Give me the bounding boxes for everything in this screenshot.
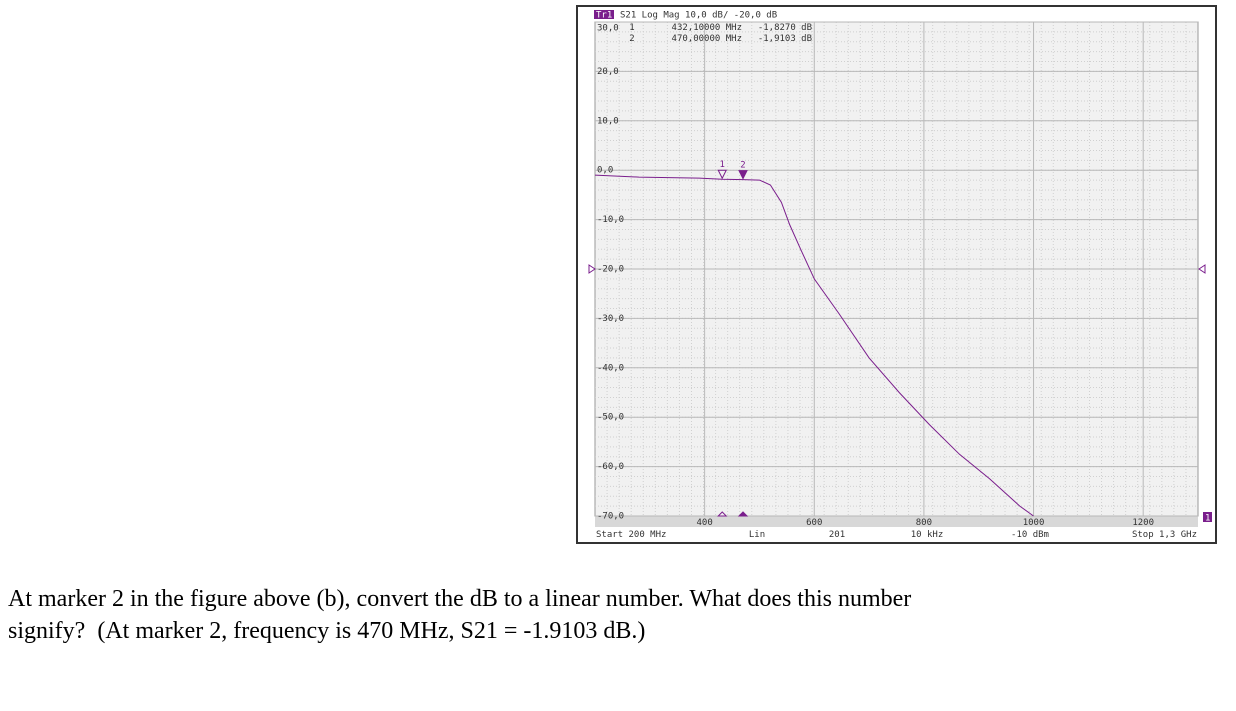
x-tick-label: 400 bbox=[697, 518, 713, 528]
reference-marker bbox=[1198, 264, 1206, 274]
footer-label: Stop 1,3 GHz bbox=[1132, 530, 1197, 540]
marker-label: 2 bbox=[740, 161, 745, 171]
trace-label: Tr1 bbox=[596, 11, 612, 21]
y-tick-label: -10,0 bbox=[597, 215, 624, 225]
marker-freq: 432,10000 MHz bbox=[672, 23, 742, 33]
channel-badge bbox=[1203, 512, 1212, 522]
axis-band bbox=[595, 516, 1198, 527]
footer-label: Start 200 MHz bbox=[596, 530, 666, 540]
y-tick-label: -20,0 bbox=[597, 265, 624, 275]
marker-x bbox=[737, 511, 749, 517]
marker-value: -1,8270 dB bbox=[758, 23, 812, 33]
y-tick-label: -50,0 bbox=[597, 413, 624, 423]
marker-label: 1 bbox=[720, 160, 725, 170]
chart: Tr1 S21 Log Mag 10,0 dB/ -20,0 dB 1 30,0… bbox=[576, 5, 1217, 544]
marker-id: 1 bbox=[629, 23, 634, 33]
x-tick-label: 600 bbox=[806, 518, 822, 528]
trace-badge bbox=[594, 10, 614, 19]
y-tick-label: 10,0 bbox=[597, 116, 619, 126]
channel-label: 1 bbox=[1205, 514, 1210, 524]
trace-header: S21 Log Mag 10,0 dB/ -20,0 dB bbox=[620, 11, 777, 21]
marker-id: 2 bbox=[629, 34, 634, 44]
y-tick-label: 20,0 bbox=[597, 67, 619, 77]
marker bbox=[717, 169, 728, 180]
question-line: signify? (At marker 2, frequency is 470 … bbox=[8, 618, 646, 644]
x-tick-label: 1200 bbox=[1132, 518, 1154, 528]
marker-x bbox=[717, 511, 728, 517]
y-tick-label: 30,0 bbox=[597, 24, 619, 34]
reference-marker bbox=[588, 264, 596, 274]
question-line: At marker 2 in the figure above (b), con… bbox=[8, 586, 912, 612]
marker-freq: 470,00000 MHz bbox=[672, 34, 742, 44]
y-tick-label: -30,0 bbox=[597, 314, 624, 324]
marker-value: -1,9103 dB bbox=[758, 34, 812, 44]
marker bbox=[738, 170, 748, 180]
footer-label: 201 bbox=[829, 530, 845, 540]
y-tick-label: 0,0 bbox=[597, 166, 613, 176]
y-tick-label: -40,0 bbox=[597, 363, 624, 373]
y-tick-label: -70,0 bbox=[597, 512, 624, 522]
x-tick-label: 1000 bbox=[1023, 518, 1045, 528]
y-tick-label: -60,0 bbox=[597, 462, 624, 472]
x-tick-label: 800 bbox=[916, 518, 932, 528]
footer-label: -10 dBm bbox=[1011, 530, 1049, 540]
footer-label: Lin bbox=[749, 530, 765, 540]
footer-label: 10 kHz bbox=[911, 530, 944, 540]
